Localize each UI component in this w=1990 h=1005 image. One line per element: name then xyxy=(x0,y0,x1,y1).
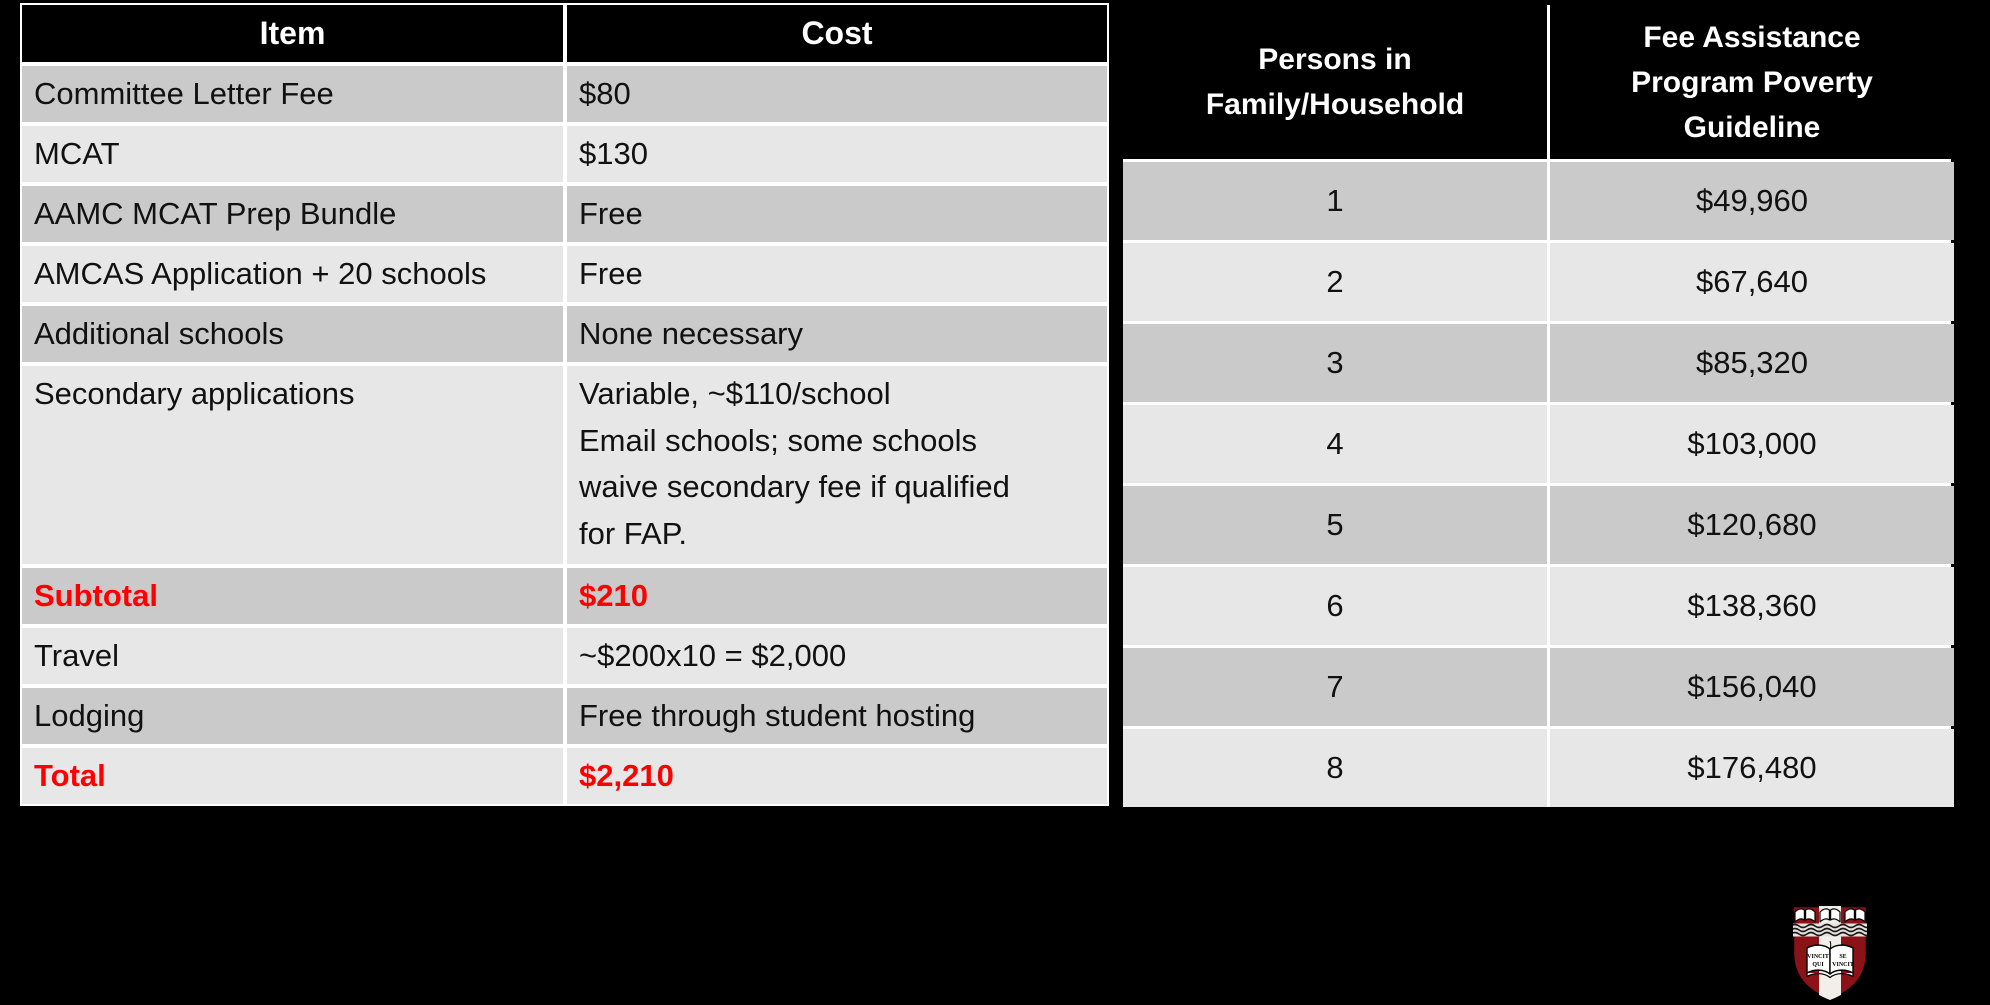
cost-value-0: $80 xyxy=(567,66,1107,122)
fap-persons-6: 7 xyxy=(1123,648,1547,726)
cost-item-3: AMCAS Application + 20 schools xyxy=(22,246,563,302)
fap-persons-7: 8 xyxy=(1123,729,1547,807)
school-crest-icon: VINCIT QUI SE VINCIT xyxy=(1791,904,1869,1002)
cost-item-5: Secondary applications xyxy=(22,366,563,564)
fap-guideline-1: $67,640 xyxy=(1550,243,1954,321)
shield-shape: VINCIT QUI SE VINCIT xyxy=(1791,904,1869,1002)
wavy-band xyxy=(1793,923,1867,937)
fee-assistance-table: Persons in Family/Household Fee Assistan… xyxy=(1123,5,1954,807)
fap-persons-4: 5 xyxy=(1123,486,1547,564)
motto-word-vincit-2: VINCIT xyxy=(1832,962,1854,968)
fap-guideline-5: $138,360 xyxy=(1550,567,1954,645)
open-book-icon xyxy=(1806,940,1854,979)
fap-guideline-6: $156,040 xyxy=(1550,648,1954,726)
cost-value-2: Free xyxy=(567,186,1107,242)
cost-item-2: AAMC MCAT Prep Bundle xyxy=(22,186,563,242)
fap-persons-0: 1 xyxy=(1123,162,1547,240)
cost-item-4: Additional schools xyxy=(22,306,563,362)
cost-item-7: Travel xyxy=(22,628,563,684)
cost-item-8: Lodging xyxy=(22,688,563,744)
motto-word-vincit-1: VINCIT xyxy=(1807,954,1829,960)
fap-guideline-3: $103,000 xyxy=(1550,405,1954,483)
cost-value-4: None necessary xyxy=(567,306,1107,362)
cost-value-5: Variable, ~$110/school Email schools; so… xyxy=(567,366,1107,564)
fap-persons-3: 4 xyxy=(1123,405,1547,483)
cost-value-subtotal: $210 xyxy=(567,568,1107,624)
motto-word-se: SE xyxy=(1839,954,1846,960)
cost-table-header-cost: Cost xyxy=(567,5,1107,62)
cost-item-1: MCAT xyxy=(22,126,563,182)
motto-word-qui: QUI xyxy=(1812,962,1824,968)
cost-value-3: Free xyxy=(567,246,1107,302)
cost-value-1: $130 xyxy=(567,126,1107,182)
cost-value-total: $2,210 xyxy=(567,748,1107,804)
cost-table-header-item: Item xyxy=(22,5,563,62)
fap-guideline-4: $120,680 xyxy=(1550,486,1954,564)
fap-persons-5: 6 xyxy=(1123,567,1547,645)
cost-value-8: Free through student hosting xyxy=(567,688,1107,744)
fap-persons-2: 3 xyxy=(1123,324,1547,402)
fap-guideline-7: $176,480 xyxy=(1550,729,1954,807)
fap-persons-1: 2 xyxy=(1123,243,1547,321)
motto-text: VINCIT QUI SE VINCIT xyxy=(1807,954,1854,968)
cost-table: Item Cost Committee Letter Fee $80 MCAT … xyxy=(20,3,1109,806)
cost-item-total: Total xyxy=(22,748,563,804)
fap-header-persons: Persons in Family/Household xyxy=(1123,5,1547,159)
cost-item-subtotal: Subtotal xyxy=(22,568,563,624)
cost-value-7: ~$200x10 = $2,000 xyxy=(567,628,1107,684)
fap-header-guideline: Fee Assistance Program Poverty Guideline xyxy=(1550,5,1954,159)
fap-guideline-0: $49,960 xyxy=(1550,162,1954,240)
cost-item-0: Committee Letter Fee xyxy=(22,66,563,122)
fap-guideline-2: $85,320 xyxy=(1550,324,1954,402)
